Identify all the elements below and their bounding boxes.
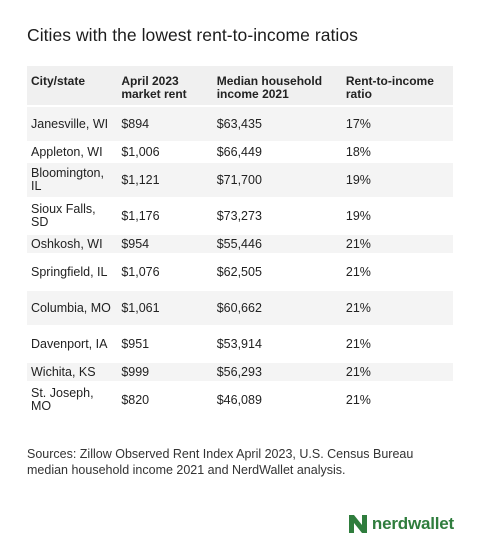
row-ratio-cell: 21% — [341, 254, 453, 291]
row-ratio-cell: 21% — [341, 234, 453, 255]
table-row: St. Joseph, MO $820 $46,089 21% — [27, 382, 453, 419]
row-ratio-cell: 21% — [341, 382, 453, 419]
row-income-cell: $55,446 — [212, 234, 342, 255]
row-ratio-cell: 19% — [341, 198, 453, 235]
row-income-cell: $63,435 — [212, 106, 342, 143]
row-city-cell: Wichita, KS — [27, 362, 118, 383]
row-income-cell: $46,089 — [212, 382, 342, 419]
table-row: Springfield, IL $1,076 $62,505 21% — [27, 254, 453, 291]
table-row: Columbia, MO $1,061 $60,662 21% — [27, 290, 453, 327]
row-city-cell: St. Joseph, MO — [27, 382, 118, 419]
row-ratio-cell: 17% — [341, 106, 453, 143]
row-city-cell: Janesville, WI — [27, 106, 118, 143]
row-ratio-cell: 18% — [341, 142, 453, 163]
table-row: Oshkosh, WI $954 $55,446 21% — [27, 234, 453, 255]
row-city-cell: Springfield, IL — [27, 254, 118, 291]
table-row: Davenport, IA $951 $53,914 21% — [27, 326, 453, 363]
row-rent-cell: $820 — [117, 382, 213, 419]
row-income-cell: $66,449 — [212, 142, 342, 163]
table-row: Janesville, WI $894 $63,435 17% — [27, 106, 453, 143]
sources-note: Sources: Zillow Observed Rent Index Apri… — [27, 447, 414, 477]
row-ratio-cell: 21% — [341, 362, 453, 383]
table-header-row: City/state April 2023 market rent Median… — [27, 66, 453, 107]
header-market-rent: April 2023 market rent — [117, 66, 213, 107]
row-rent-cell: $1,061 — [117, 290, 213, 327]
header-household-income: Median household income 2021 — [212, 66, 342, 107]
table-row: Sioux Falls, SD $1,176 $73,273 19% — [27, 198, 453, 235]
row-rent-cell: $1,121 — [117, 162, 213, 199]
row-city-cell: Columbia, MO — [27, 290, 118, 327]
row-income-cell: $73,273 — [212, 198, 342, 235]
nerdwallet-logo: nerdwallet — [348, 514, 454, 534]
header-city-state: City/state — [27, 66, 118, 107]
row-rent-cell: $1,006 — [117, 142, 213, 163]
row-city-cell: Oshkosh, WI — [27, 234, 118, 255]
row-city-cell: Davenport, IA — [27, 326, 118, 363]
row-income-cell: $71,700 — [212, 162, 342, 199]
row-rent-cell: $999 — [117, 362, 213, 383]
header-rent-income-ratio: Rent-to-income ratio — [341, 66, 453, 107]
row-rent-cell: $1,176 — [117, 198, 213, 235]
rent-ratio-table: City/state April 2023 market rent Median… — [27, 66, 453, 419]
row-rent-cell: $954 — [117, 234, 213, 255]
row-income-cell: $53,914 — [212, 326, 342, 363]
row-ratio-cell: 21% — [341, 326, 453, 363]
row-income-cell: $62,505 — [212, 254, 342, 291]
table-body: Janesville, WI $894 $63,435 17% Appleton, WI… — [27, 106, 453, 419]
row-city-cell: Sioux Falls, SD — [27, 198, 118, 235]
row-city-cell: Appleton, WI — [27, 142, 118, 163]
row-income-cell: $60,662 — [212, 290, 342, 327]
table-row: Appleton, WI $1,006 $66,449 18% — [27, 142, 453, 163]
table-row: Bloomington, IL $1,121 $71,700 19% — [27, 162, 453, 199]
row-ratio-cell: 19% — [341, 162, 453, 199]
nerdwallet-n-logo-icon — [348, 515, 367, 533]
row-rent-cell: $1,076 — [117, 254, 213, 291]
row-income-cell: $56,293 — [212, 362, 342, 383]
row-rent-cell: $951 — [117, 326, 213, 363]
row-ratio-cell: 21% — [341, 290, 453, 327]
row-city-cell: Bloomington, IL — [27, 162, 118, 199]
page-title: Cities with the lowest rent-to-income ra… — [27, 25, 358, 45]
table-row: Wichita, KS $999 $56,293 21% — [27, 362, 453, 383]
row-rent-cell: $894 — [117, 106, 213, 143]
logo-text: nerdwallet — [371, 514, 454, 533]
